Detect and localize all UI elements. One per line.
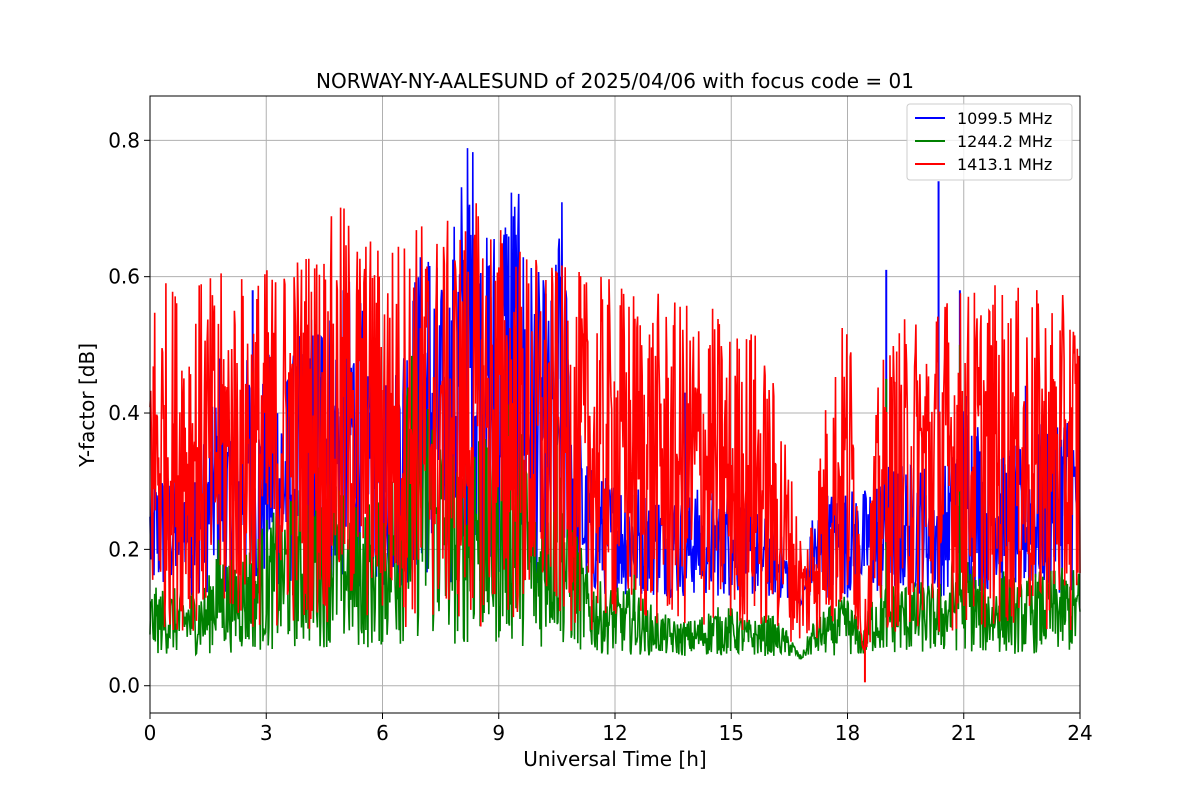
ticks: 0 3 6 9 12 15 18 21 24 0.0 0.2 0.4 0.6 0.8 <box>108 128 1093 745</box>
series-layer <box>149 148 1081 683</box>
x-axis-label: Universal Time [h] <box>523 747 706 771</box>
y-tick-label: 0.0 <box>108 674 140 698</box>
x-tick-label: 0 <box>144 721 157 745</box>
legend-label: 1244.2 MHz <box>957 132 1052 151</box>
y-axis-label: Y-factor [dB] <box>75 343 99 468</box>
y-tick-label: 0.4 <box>108 401 140 425</box>
y-tick-label: 0.2 <box>108 537 140 561</box>
x-tick-label: 15 <box>719 721 744 745</box>
series-1413-1-mhz <box>149 203 1081 683</box>
chart-title: NORWAY-NY-AALESUND of 2025/04/06 with fo… <box>316 69 914 93</box>
x-tick-label: 3 <box>260 721 273 745</box>
x-tick-label: 12 <box>602 721 627 745</box>
series-line <box>149 203 1081 651</box>
legend-label: 1413.1 MHz <box>957 155 1052 174</box>
x-tick-label: 21 <box>951 721 976 745</box>
x-tick-label: 24 <box>1067 721 1092 745</box>
x-tick-label: 6 <box>376 721 389 745</box>
legend-box <box>906 103 1073 181</box>
legend-label: 1099.5 MHz <box>957 109 1052 128</box>
x-tick-label: 9 <box>492 721 505 745</box>
legend: 1099.5 MHz 1244.2 MHz 1413.1 MHz <box>906 103 1073 181</box>
x-tick-label: 18 <box>835 721 860 745</box>
y-tick-label: 0.6 <box>108 265 140 289</box>
y-tick-label: 0.8 <box>108 128 140 152</box>
